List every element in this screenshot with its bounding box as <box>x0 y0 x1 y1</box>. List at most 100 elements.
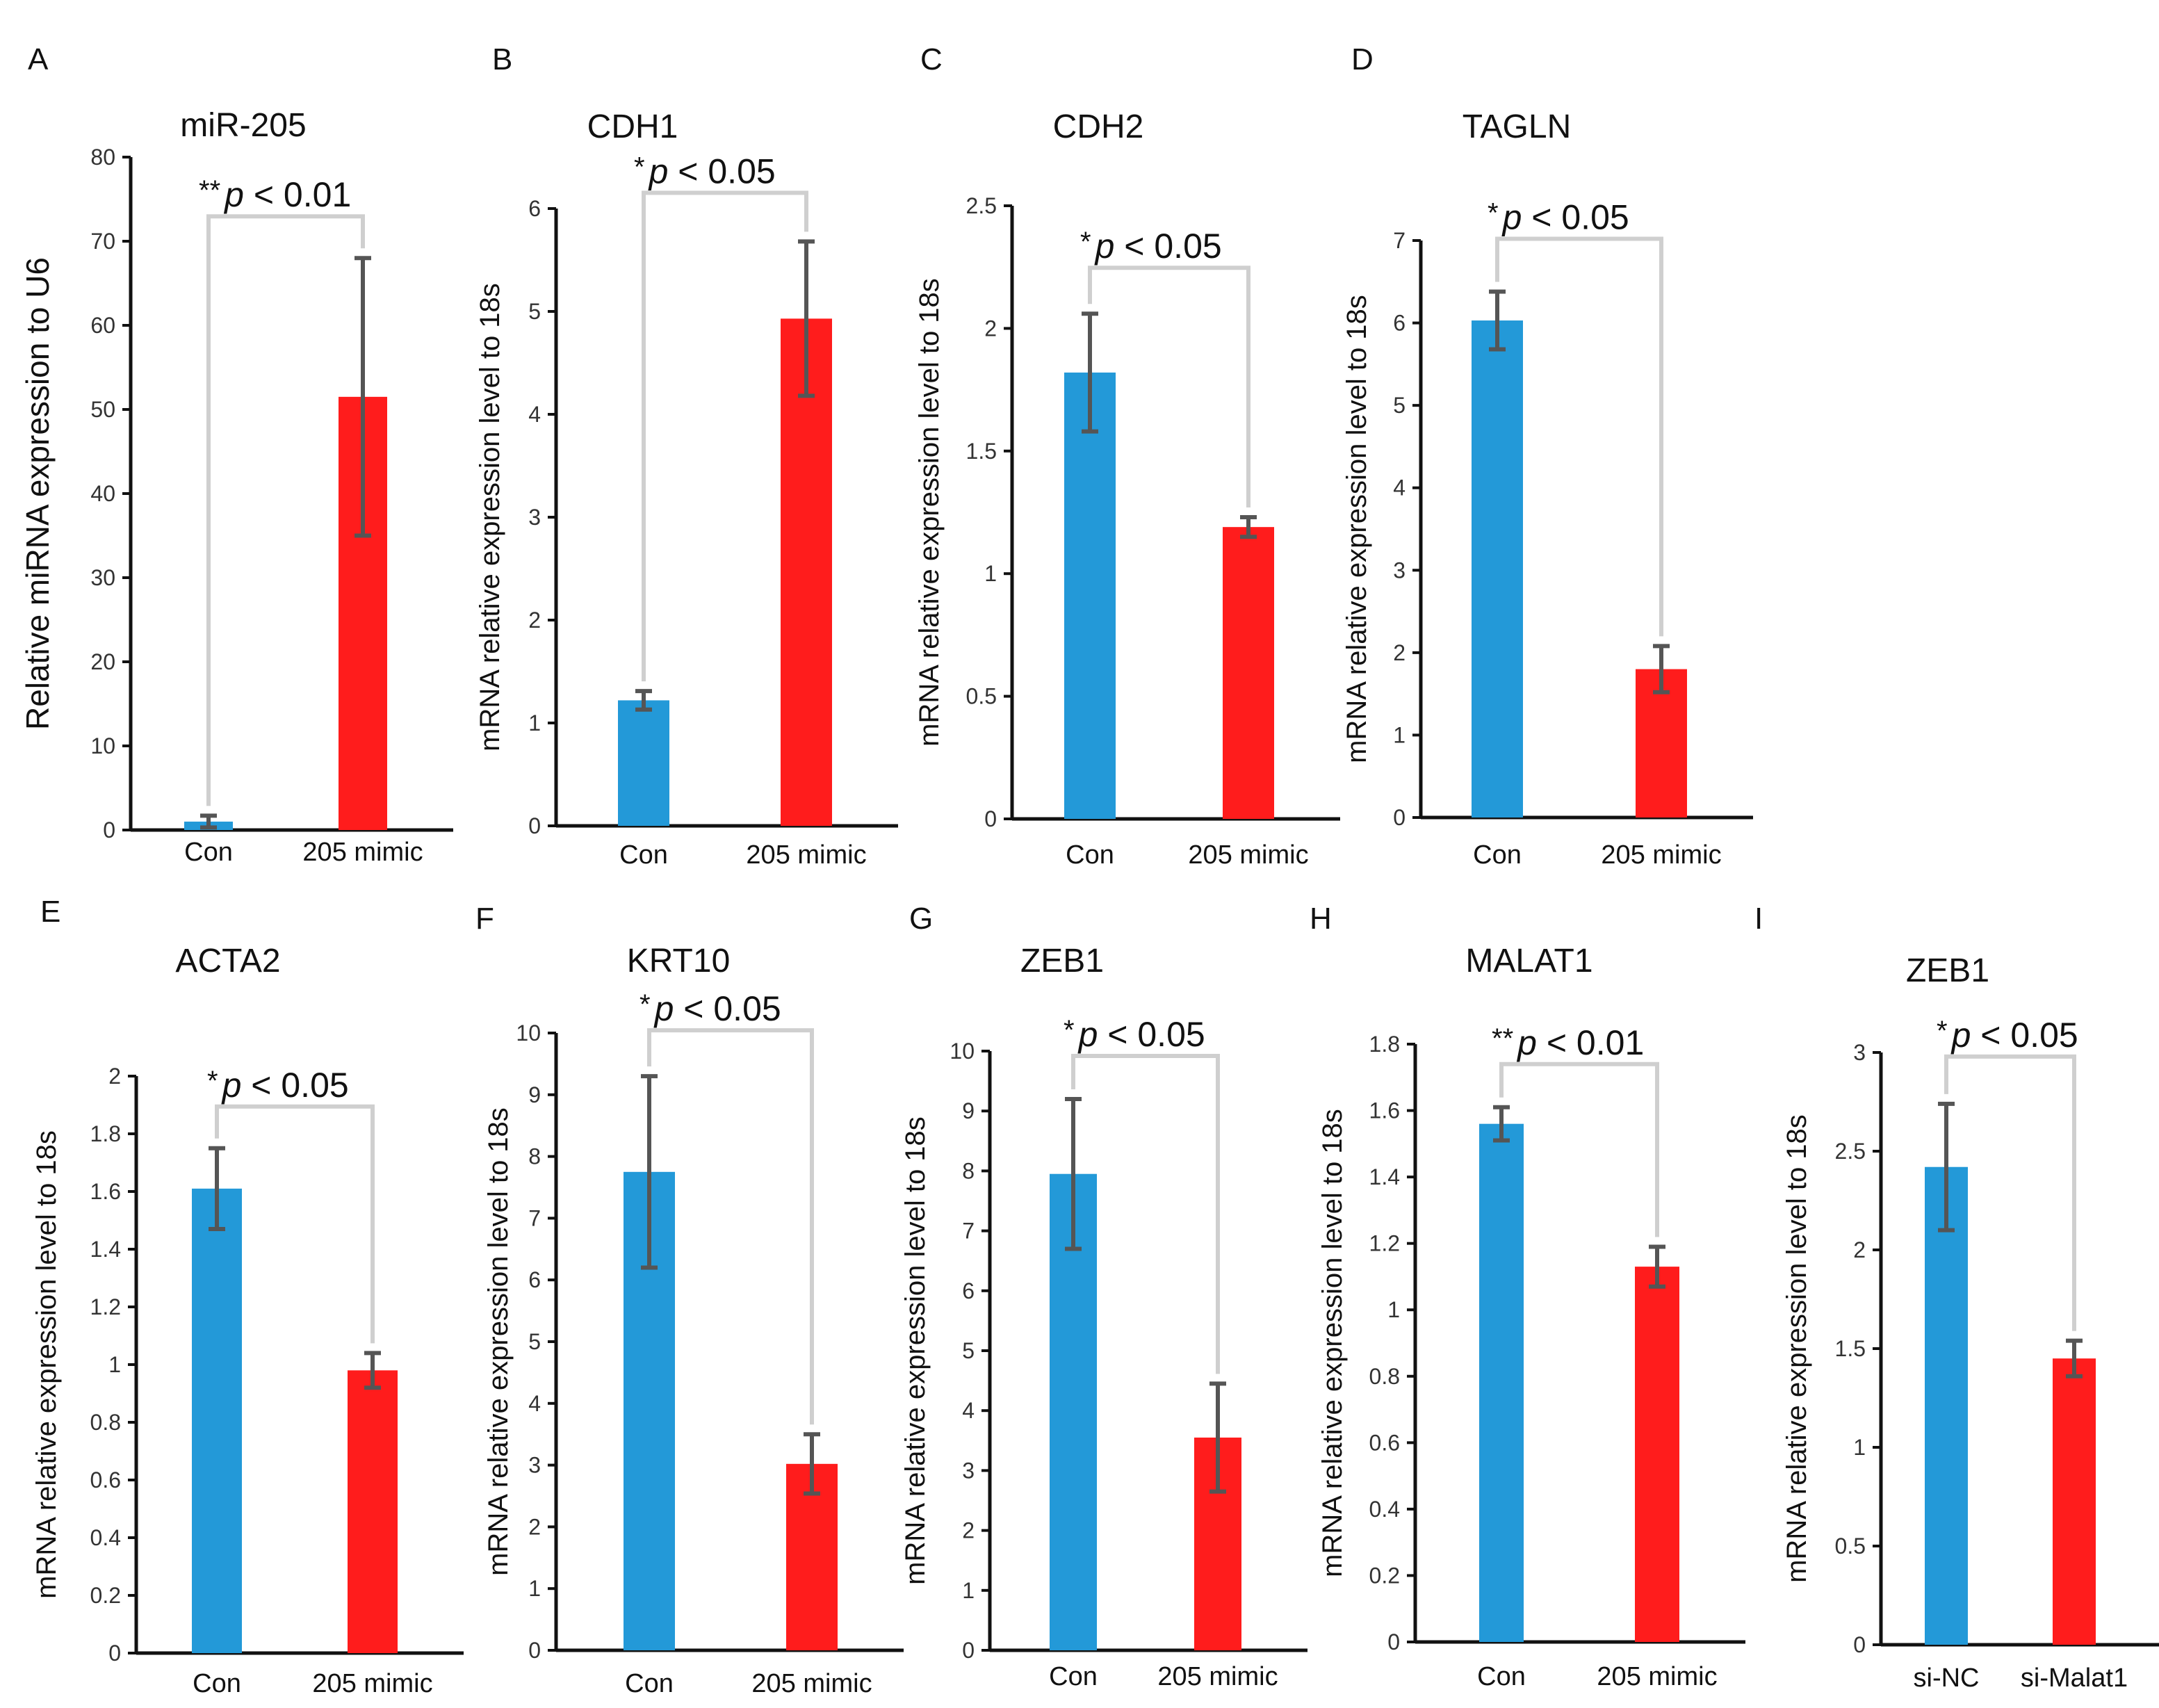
p-symbol: p <box>1950 1016 1971 1055</box>
y-tick-label: 6 <box>962 1278 975 1303</box>
chart-panel-g: G ZEB1 mRNA relative expression level to 1… <box>900 902 1307 1691</box>
panel-letter: B <box>492 42 512 76</box>
y-tick-label: 1.4 <box>90 1237 121 1262</box>
bar-treatment <box>2053 1358 2096 1645</box>
chart-title: KRT10 <box>627 943 731 979</box>
y-tick-label: 0 <box>984 806 997 831</box>
category-label: Con <box>1473 840 1522 870</box>
y-tick-label: 70 <box>90 229 115 254</box>
y-tick-label: 4 <box>528 1391 541 1416</box>
category-label: Con <box>184 838 233 867</box>
category-label: Con <box>1066 840 1114 870</box>
significance-stars: * <box>1080 227 1091 257</box>
y-tick-label: 1 <box>962 1578 975 1603</box>
y-tick-label: 9 <box>528 1082 541 1107</box>
category-label: 205 mimic <box>312 1669 432 1698</box>
significance-stars: * <box>1937 1016 1948 1046</box>
y-tick-label: 2 <box>962 1518 975 1543</box>
p-symbol: p <box>221 1066 242 1105</box>
y-tick-label: 0.4 <box>90 1525 121 1550</box>
y-tick-label: 1.5 <box>1835 1336 1866 1361</box>
y-tick-label: 10 <box>516 1020 541 1046</box>
y-tick-label: 3 <box>1853 1040 1866 1065</box>
y-tick-label: 1.5 <box>966 439 997 464</box>
significance-label: * p < 0.05 <box>1937 1016 2078 1055</box>
y-tick-label: 6 <box>528 196 541 221</box>
y-tick-label: 0.5 <box>966 684 997 709</box>
y-tick-label: 9 <box>962 1098 975 1123</box>
y-tick-label: 0.2 <box>90 1583 121 1608</box>
panel-letter: F <box>475 902 494 936</box>
y-axis-label: mRNA relative expression level to 18s <box>900 1116 931 1585</box>
p-symbol: p <box>648 152 669 190</box>
bar-control <box>192 1188 242 1653</box>
p-symbol: p <box>1516 1023 1537 1062</box>
significance-bracket <box>642 190 808 682</box>
y-tick-label: 1.6 <box>90 1179 121 1204</box>
significance-bracket <box>647 1028 814 1425</box>
y-tick-label: 1.8 <box>90 1121 121 1146</box>
y-tick-label: 2.5 <box>966 193 997 218</box>
panel-letter: G <box>909 902 933 936</box>
y-axis-label: mRNA relative expression level to 18s <box>914 278 945 747</box>
bar-control <box>1472 320 1523 818</box>
chart-title: TAGLN <box>1463 108 1571 145</box>
significance-label: ** p < 0.01 <box>1492 1023 1644 1062</box>
chart-title: ACTA2 <box>175 943 280 979</box>
panel-letter: H <box>1310 902 1332 936</box>
y-tick-label: 10 <box>90 733 115 758</box>
chart-title: miR-205 <box>180 107 306 144</box>
y-tick-label: 3 <box>962 1458 975 1483</box>
bar-control <box>1479 1123 1524 1642</box>
y-tick-label: 0 <box>1853 1632 1866 1657</box>
y-tick-label: 30 <box>90 565 115 590</box>
y-tick-label: 2.5 <box>1835 1139 1866 1164</box>
y-axis-label: mRNA relative expression level to 18s <box>1317 1109 1348 1577</box>
y-tick-label: 10 <box>950 1039 975 1064</box>
y-axis-label: mRNA relative expression level to 18s <box>1342 295 1372 763</box>
y-tick-label: 20 <box>90 649 115 674</box>
significance-label: * p < 0.05 <box>1064 1015 1205 1054</box>
y-tick-label: 50 <box>90 397 115 422</box>
y-axis-label: mRNA relative expression level to 18s <box>483 1107 514 1576</box>
chart-panel-i: I ZEB1 mRNA relative expression level to 1… <box>1754 902 2159 1693</box>
y-tick-label: 0.8 <box>90 1410 121 1435</box>
y-tick-label: 0 <box>103 818 115 843</box>
y-tick-label: 2 <box>528 1514 541 1539</box>
y-tick-label: 0 <box>1393 805 1406 830</box>
bar-control <box>1050 1173 1097 1650</box>
p-symbol: p <box>223 175 244 214</box>
y-tick-label: 1 <box>1387 1297 1400 1322</box>
panel-letter: I <box>1754 902 1763 936</box>
y-tick-label: 5 <box>528 299 541 324</box>
y-tick-label: 1 <box>528 1576 541 1601</box>
p-value: < 0.05 <box>1098 1015 1205 1054</box>
y-tick-label: 5 <box>528 1329 541 1354</box>
y-tick-label: 40 <box>90 481 115 506</box>
y-tick-label: 7 <box>528 1205 541 1230</box>
y-tick-label: 1.8 <box>1369 1032 1400 1057</box>
y-tick-label: 0 <box>528 813 541 838</box>
p-symbol: p <box>1094 227 1115 266</box>
category-label: Con <box>1477 1662 1526 1691</box>
significance-stars: ** <box>199 175 220 206</box>
y-tick-label: 5 <box>1393 393 1406 418</box>
y-tick-label: 0 <box>108 1641 121 1666</box>
p-value: < 0.01 <box>1537 1023 1644 1062</box>
bar-treatment <box>781 318 832 826</box>
y-tick-label: 1 <box>984 561 997 586</box>
category-label: 205 mimic <box>751 1669 872 1698</box>
y-tick-label: 60 <box>90 313 115 338</box>
y-tick-label: 3 <box>1393 558 1406 583</box>
significance-label: * p < 0.05 <box>207 1066 349 1105</box>
significance-stars: ** <box>1492 1023 1513 1054</box>
y-tick-label: 0.6 <box>90 1467 121 1493</box>
chart-panel-c: C CDH2 mRNA relative expression level to 1… <box>914 42 1340 870</box>
chart-panel-d: D TAGLN mRNA relative expression level to … <box>1342 42 1753 870</box>
y-tick-label: 2 <box>1853 1237 1866 1262</box>
bar-control <box>1064 372 1116 819</box>
y-tick-label: 7 <box>962 1219 975 1244</box>
y-tick-label: 1.2 <box>1369 1231 1400 1256</box>
significance-stars: * <box>207 1066 218 1096</box>
significance-stars: * <box>1488 198 1499 229</box>
